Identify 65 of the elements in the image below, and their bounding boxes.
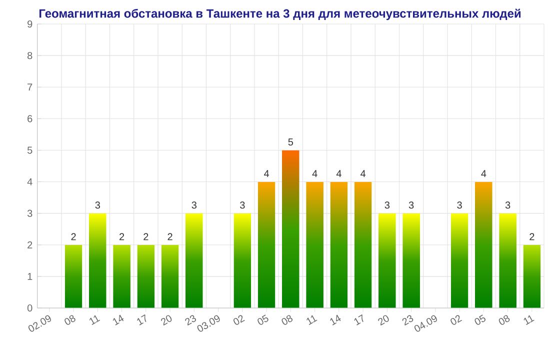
data-label: 5 [288, 138, 294, 146]
data-label: 2 [144, 233, 148, 240]
data-label: 2 [530, 233, 534, 240]
bar [306, 182, 324, 308]
data-label: 4 [312, 170, 318, 178]
bar [474, 182, 492, 308]
x-tick-label: 23 [185, 315, 196, 326]
x-tick-label: 08 [64, 315, 76, 325]
bar [258, 182, 276, 308]
y-tick-label: 5 [27, 146, 32, 154]
y-tick-label: 7 [28, 84, 32, 91]
y-tick-label: 2 [28, 241, 32, 248]
bar [282, 150, 300, 308]
x-tick-label: 08 [498, 315, 510, 325]
x-tick-label: 20 [161, 315, 172, 326]
data-label: 4 [360, 170, 366, 178]
bar [113, 244, 130, 308]
y-tick-label: 0 [27, 304, 32, 312]
data-label: 3 [240, 202, 245, 209]
bar [450, 213, 468, 308]
data-label: 3 [505, 202, 510, 209]
data-label: 4 [336, 170, 342, 178]
bar [88, 213, 106, 308]
y-tick-label: 3 [27, 210, 32, 217]
x-tick-label: 14 [112, 314, 124, 326]
x-tick-label: 02 [233, 315, 245, 325]
x-tick-label: 20 [378, 315, 389, 326]
x-tick-label: 17 [137, 314, 146, 326]
x-tick-label: 11 [89, 315, 100, 325]
data-label: 3 [457, 202, 462, 209]
data-label: 2 [120, 233, 124, 240]
y-tick-label: 8 [28, 52, 32, 60]
x-tick-label: 05 [258, 314, 268, 325]
bar [234, 213, 252, 308]
x-tick-label: 23 [402, 315, 414, 326]
bar [185, 213, 203, 308]
chart-title: Геомагнитная обстановка в Ташкенте на 3 дня для метеочувствительных людей [39, 8, 521, 20]
bar [354, 182, 372, 308]
bar [378, 213, 396, 308]
bar [330, 182, 348, 308]
x-tick-label: 14 [330, 314, 341, 326]
x-tick-label: 05 [474, 314, 486, 325]
x-tick-label: 17 [354, 314, 364, 326]
data-label: 3 [384, 202, 390, 209]
y-tick-label: 6 [28, 115, 32, 122]
bar [523, 244, 541, 308]
data-label: 3 [192, 202, 197, 209]
data-label: 3 [95, 202, 100, 209]
data-label: 2 [168, 233, 172, 240]
x-tick-label: 11 [524, 315, 534, 325]
x-tick-label: 08 [282, 315, 293, 325]
bar [402, 213, 420, 308]
bar [137, 244, 155, 308]
data-label: 3 [408, 202, 414, 209]
x-tick-label: 02 [450, 315, 462, 325]
data-label: 2 [71, 233, 76, 240]
y-tick-label: 9 [28, 20, 32, 28]
data-label: 4 [264, 170, 270, 178]
bar [499, 213, 516, 308]
x-tick-label: 11 [306, 315, 318, 325]
data-label: 4 [481, 170, 486, 178]
y-tick-label: 4 [27, 178, 32, 186]
bar [64, 244, 82, 308]
y-tick-label: 1 [28, 272, 32, 280]
bar [161, 244, 179, 308]
